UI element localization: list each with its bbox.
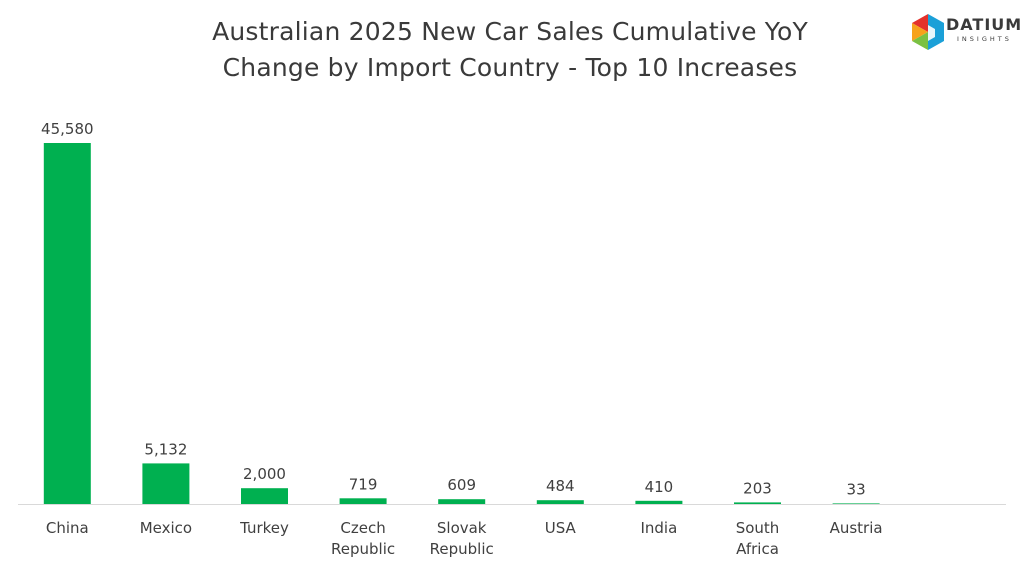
logo-wordmark: DATIUM — [946, 15, 1023, 34]
value-label: 5,132 — [144, 440, 187, 458]
value-label: 33 — [847, 480, 866, 498]
bar-south-africa — [734, 502, 781, 504]
bar-india — [635, 500, 683, 504]
category-label: Austria — [830, 519, 883, 537]
category-label: Czech Republic — [331, 519, 395, 558]
bar-turkey — [241, 488, 288, 504]
datium-logo: DATIUM INSIGHTS — [908, 12, 1021, 52]
value-label: 203 — [743, 479, 772, 497]
value-label: 2,000 — [243, 465, 286, 483]
chart-title: Australian 2025 New Car Sales Cumulative… — [150, 14, 870, 86]
category-label-line: India — [640, 519, 677, 537]
logo-segment-white — [928, 25, 935, 41]
chart-title-line-1: Australian 2025 New Car Sales Cumulative… — [212, 17, 808, 46]
value-label: 609 — [447, 476, 476, 494]
category-label-line: Czech — [340, 519, 385, 537]
chart-title-line-2: Change by Import Country - Top 10 Increa… — [222, 53, 798, 82]
category-label-line: Republic — [430, 540, 494, 558]
category-label-line: China — [46, 519, 89, 537]
category-label: India — [640, 519, 677, 537]
bars-group — [43, 143, 880, 504]
value-label: 484 — [546, 477, 575, 495]
category-label-line: Mexico — [140, 519, 192, 537]
category-label: Mexico — [140, 519, 192, 537]
category-label-line: Turkey — [239, 519, 289, 537]
category-label-line: South — [736, 519, 780, 537]
logo-segment-orange — [912, 23, 928, 41]
bar-china — [43, 143, 91, 504]
logo-segment-blue — [928, 14, 944, 50]
bar-czech-republic — [339, 498, 387, 504]
logo-subtitle: INSIGHTS — [957, 35, 1012, 43]
category-label-line: USA — [545, 519, 577, 537]
bar-mexico — [142, 463, 190, 504]
category-label: China — [46, 519, 89, 537]
category-label: USA — [545, 519, 577, 537]
logo-segment-red — [912, 14, 928, 32]
bar-slovak-republic — [438, 499, 486, 504]
category-label-line: Republic — [331, 540, 395, 558]
category-label: South Africa — [736, 519, 780, 558]
value-label: 719 — [349, 475, 378, 493]
datium-hexagon-logo-icon — [912, 14, 944, 50]
category-label: Turkey — [239, 519, 289, 537]
logo-segment-green — [912, 32, 928, 50]
category-label-line: Slovak — [437, 519, 487, 537]
category-label-line: Austria — [830, 519, 883, 537]
value-label: 410 — [645, 478, 674, 496]
value-label: 45,580 — [41, 120, 94, 138]
category-label-line: Africa — [736, 540, 779, 558]
category-label: Slovak Republic — [430, 519, 494, 558]
bar-austria — [832, 503, 880, 504]
labels-group: 45,580 China 5,132 Mexico 2,000 Turkey 719 Czec… — [41, 120, 883, 558]
bar-usa — [536, 500, 584, 504]
